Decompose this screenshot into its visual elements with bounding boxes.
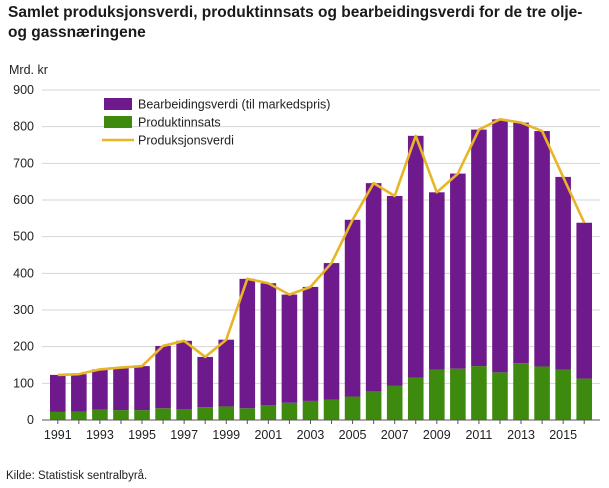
x-tick-label: 1993 <box>86 428 114 442</box>
bar-produktinnsats <box>513 363 529 420</box>
y-tick-label: 300 <box>13 303 34 317</box>
legend-label: Produksjonsverdi <box>138 134 234 148</box>
bar-produktinnsats <box>386 385 403 420</box>
legend-swatch <box>104 116 132 128</box>
bar-bearbeidingsverdi <box>134 366 150 411</box>
bar-produktinnsats <box>239 408 256 420</box>
axes: 0 100 200 300 400 500 600 700 800 900 1991 1993 1995… <box>13 83 600 442</box>
x-tick-label: 2011 <box>465 428 492 442</box>
bar-bearbeidingsverdi <box>576 222 592 379</box>
bar-produktinnsats <box>365 391 382 420</box>
bar-produktinnsats <box>555 369 571 420</box>
x-tick-label: 2001 <box>254 428 282 442</box>
chart-title: Samlet produksjonsverdi, produktinnsats … <box>8 4 583 41</box>
bar-produktinnsats <box>492 372 508 420</box>
bar-group <box>50 119 592 420</box>
x-tick-label: 1997 <box>170 428 198 442</box>
bar-produktinnsats <box>281 402 298 420</box>
y-tick-label: 200 <box>13 340 34 354</box>
bar-bearbeidingsverdi <box>71 374 87 412</box>
y-tick-label: 900 <box>13 83 34 97</box>
y-tick-label: 0 <box>27 413 34 427</box>
bar-bearbeidingsverdi <box>176 340 192 409</box>
bar-bearbeidingsverdi <box>323 263 340 400</box>
y-tick-label: 500 <box>13 230 34 244</box>
x-tick-label: 1991 <box>44 428 72 442</box>
bar-bearbeidingsverdi <box>365 183 382 392</box>
bar-bearbeidingsverdi <box>344 219 361 397</box>
bar-bearbeidingsverdi <box>407 135 424 378</box>
bar-bearbeidingsverdi <box>471 129 487 367</box>
bar-bearbeidingsverdi <box>534 131 550 367</box>
bar-produktinnsats <box>50 411 66 420</box>
bar-produktinnsats <box>92 409 108 420</box>
x-tick-label: 2007 <box>381 428 409 442</box>
legend-swatch <box>104 98 132 110</box>
x-tick-label: 1999 <box>212 428 240 442</box>
y-tick-label: 100 <box>13 376 34 390</box>
line-group <box>57 118 586 377</box>
bar-produktinnsats <box>407 377 424 420</box>
bar-bearbeidingsverdi <box>513 122 529 364</box>
bar-produktinnsats <box>260 405 277 420</box>
legend: Bearbeidingsverdi (til markedspris) Produ… <box>102 98 330 148</box>
source-note: Kilde: Statistisk sentralbyrå. <box>6 470 148 482</box>
bar-produktinnsats <box>429 369 445 420</box>
y-tick-label: 700 <box>13 156 34 170</box>
bar-produktinnsats <box>534 366 550 420</box>
legend-label: Bearbeidingsverdi (til markedspris) <box>138 98 330 112</box>
bar-bearbeidingsverdi <box>281 294 298 403</box>
bar-produktinnsats <box>197 407 213 420</box>
x-tick-label: 2003 <box>297 428 325 442</box>
y-tick-label: 400 <box>13 266 34 280</box>
bar-produktinnsats <box>113 410 129 420</box>
bar-bearbeidingsverdi <box>260 283 277 406</box>
bar-bearbeidingsverdi <box>386 195 403 386</box>
x-tick-label: 2005 <box>339 428 367 442</box>
bar-bearbeidingsverdi <box>302 286 319 401</box>
bar-bearbeidingsverdi <box>239 278 256 409</box>
bar-produktinnsats <box>134 410 150 420</box>
y-axis-unit-label: Mrd. kr <box>9 63 48 77</box>
bar-bearbeidingsverdi <box>492 119 508 373</box>
line-produksjonsverdi <box>57 118 586 377</box>
bar-bearbeidingsverdi <box>197 356 213 408</box>
legend-label: Produktinnsats <box>138 116 221 130</box>
x-tick-label: 1995 <box>128 428 156 442</box>
bar-bearbeidingsverdi <box>555 176 571 370</box>
x-tick-label: 2009 <box>423 428 451 442</box>
x-tick-label: 2015 <box>549 428 577 442</box>
bar-produktinnsats <box>176 409 192 420</box>
bar-produktinnsats <box>218 406 235 420</box>
bar-produktinnsats <box>71 411 87 420</box>
bar-produktinnsats <box>344 396 361 420</box>
bar-bearbeidingsverdi <box>113 367 129 411</box>
bar-produktinnsats <box>302 400 319 420</box>
bar-produktinnsats <box>471 366 487 420</box>
x-tick-label: 2013 <box>507 428 535 442</box>
bar-produktinnsats <box>576 378 592 420</box>
bar-bearbeidingsverdi <box>92 369 108 410</box>
bar-bearbeidingsverdi <box>450 173 466 369</box>
bar-bearbeidingsverdi <box>218 339 235 407</box>
bar-produktinnsats <box>323 399 340 420</box>
bar-produktinnsats <box>450 368 466 420</box>
y-tick-label: 800 <box>13 120 34 134</box>
bar-bearbeidingsverdi <box>429 192 445 370</box>
bar-bearbeidingsverdi <box>155 345 171 409</box>
y-tick-label: 600 <box>13 193 34 207</box>
bar-produktinnsats <box>155 408 171 420</box>
bar-bearbeidingsverdi <box>50 374 66 412</box>
